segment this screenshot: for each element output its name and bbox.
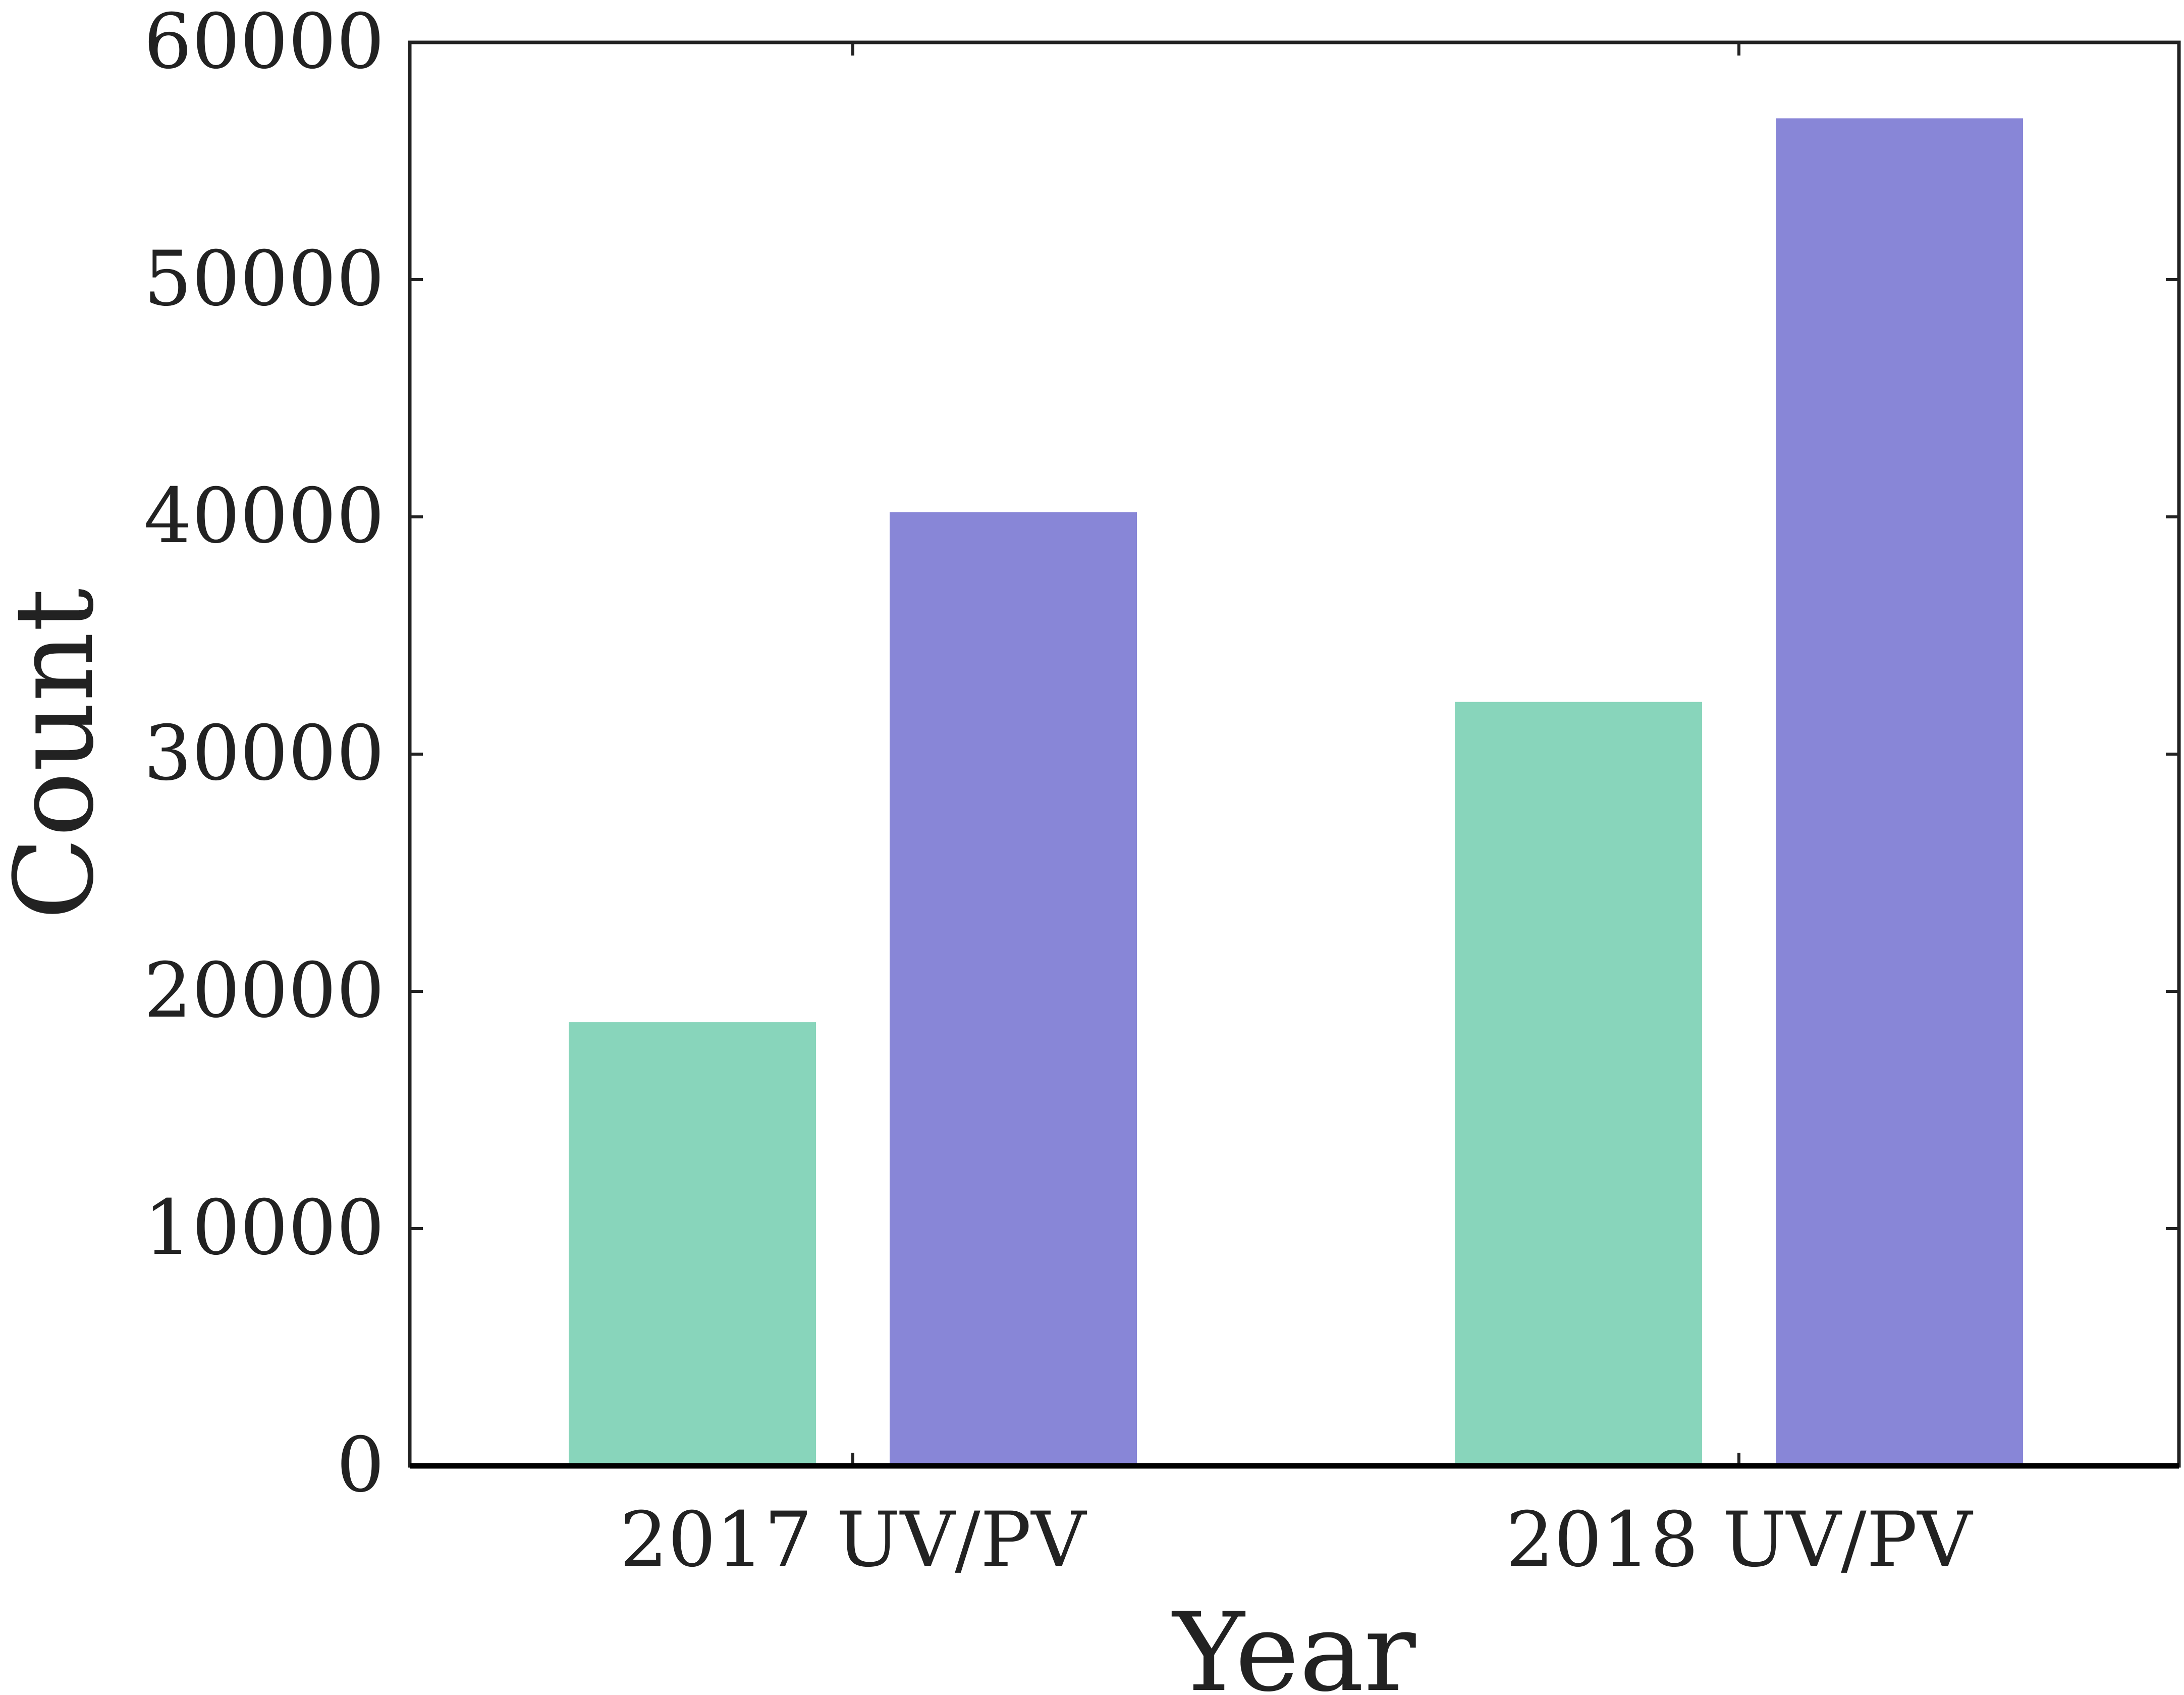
x-tick-label: 2018 UV/PV bbox=[1506, 1496, 1974, 1584]
x-tick-labels: 2017 UV/PV 2018 UV/PV bbox=[620, 1496, 1974, 1584]
y-tick-label: 40000 bbox=[144, 472, 385, 560]
y-tick-label: 10000 bbox=[144, 1184, 385, 1272]
y-tick-label: 50000 bbox=[144, 235, 385, 323]
bar-2-1 bbox=[1455, 702, 1702, 1466]
y-tick-label: 0 bbox=[337, 1421, 385, 1509]
bars-group bbox=[569, 118, 2023, 1466]
y-axis-title: Count bbox=[0, 588, 118, 920]
y-tick-label: 60000 bbox=[144, 0, 385, 86]
bar-1-1 bbox=[569, 1022, 816, 1466]
x-axis-title: Year bbox=[1171, 1589, 1416, 1695]
bar-1-2 bbox=[890, 512, 1137, 1466]
y-tick-label: 20000 bbox=[144, 947, 385, 1035]
y-tick-label: 30000 bbox=[144, 710, 385, 798]
bar-2-2 bbox=[1776, 118, 2023, 1466]
y-tick-labels: 0 10000 20000 30000 40000 50000 60000 bbox=[144, 0, 385, 1509]
x-tick-label: 2017 UV/PV bbox=[620, 1496, 1087, 1584]
